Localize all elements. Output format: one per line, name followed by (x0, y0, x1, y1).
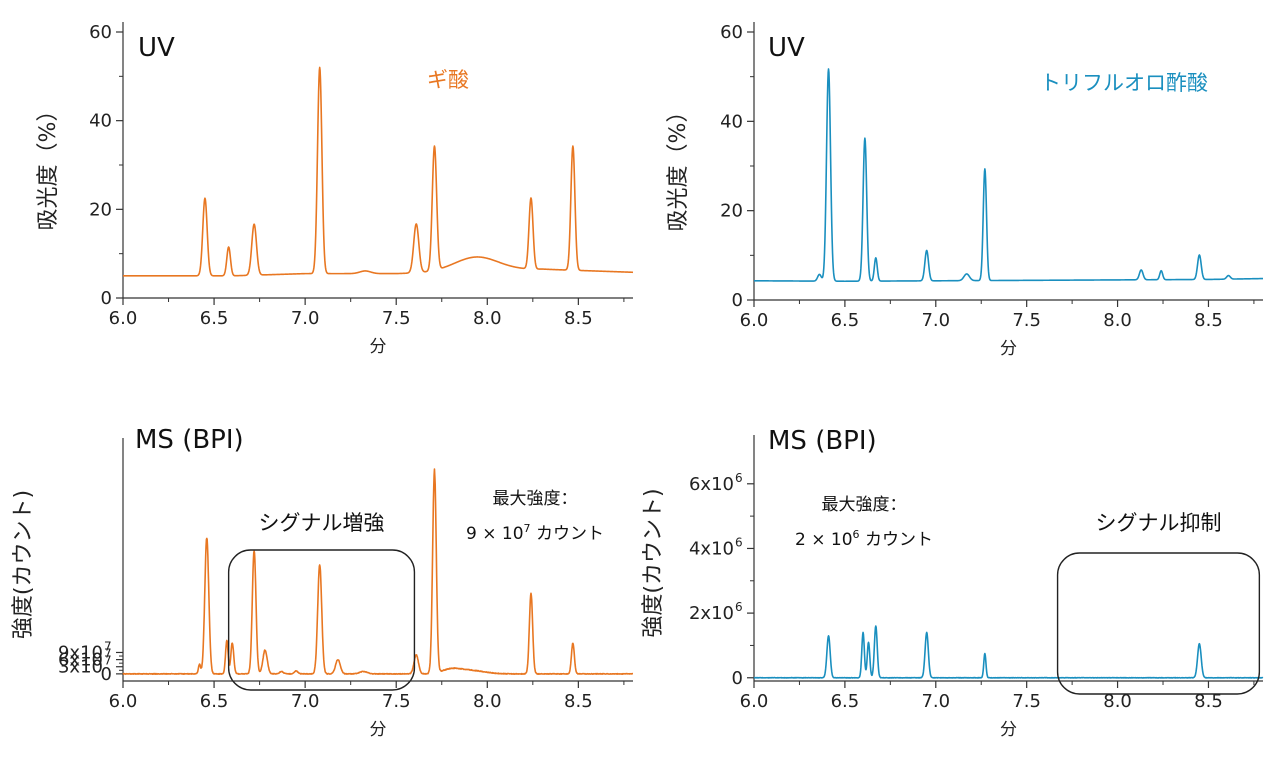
x-tick-label: 6.5 (200, 308, 229, 329)
legend-entry: トリフルオロ酢酸 (1040, 71, 1208, 95)
x-tick-label: 8.0 (1103, 691, 1132, 712)
x-tick-label: 7.0 (921, 691, 950, 712)
series-line (122, 66, 634, 277)
y-axis-label: 強度(カウント) (11, 490, 36, 639)
x-tick-label: 7.5 (1012, 310, 1041, 331)
x-tick-label: 7.0 (291, 691, 320, 712)
panel-label: MS (BPI) (768, 426, 877, 456)
x-axis-label: 分 (1000, 720, 1017, 740)
y-tick-exponent: 7 (104, 654, 112, 668)
series-line (753, 625, 1264, 679)
y-tick-label: 20 (720, 201, 743, 222)
y-tick-label: 0 (732, 668, 743, 689)
chart-panel-2: 6.0 6.5 7.0 7.5 8.0 8.5 分 0 20 40 60 吸光度（%） UV トリフルオロ… (666, 22, 1264, 359)
legend-entry: ギ酸 (427, 68, 469, 92)
series-line (753, 68, 1264, 283)
y-tick-label: 40 (720, 111, 743, 132)
y-tick-label: 0 (101, 288, 112, 309)
x-axis-label: 分 (1000, 339, 1017, 359)
y-tick-label: 40 (89, 111, 112, 132)
x-tick-label: 7.0 (291, 308, 320, 329)
x-axis-label: 分 (370, 337, 387, 357)
x-tick-label: 8.5 (1194, 310, 1223, 331)
y-tick-label: 6x10 (689, 474, 734, 495)
x-tick-label: 6.5 (831, 691, 860, 712)
x-tick-label: 7.5 (382, 308, 411, 329)
y-tick-label: 2x10 (689, 603, 734, 624)
y-axis-label: 吸光度（%） (36, 100, 61, 231)
x-tick-label: 8.0 (473, 308, 502, 329)
x-tick-label: 7.5 (382, 691, 411, 712)
x-tick-label: 6.0 (740, 310, 769, 331)
y-tick-label: 4x10 (689, 538, 734, 559)
y-tick-exponent: 6 (735, 600, 743, 614)
x-tick-label: 6.0 (109, 691, 138, 712)
x-axis-label: 分 (370, 720, 387, 740)
x-tick-label: 6.0 (740, 691, 769, 712)
series-line (122, 468, 634, 675)
annotation-box (227, 549, 416, 691)
y-tick-label: 0 (732, 290, 743, 311)
x-tick-label: 7.5 (1012, 691, 1041, 712)
x-tick-label: 8.5 (1194, 691, 1223, 712)
x-tick-label: 8.0 (1103, 310, 1132, 331)
y-tick-label: 6x10 (58, 650, 103, 671)
annotation-box (1056, 552, 1261, 695)
max-intensity-value: 2 × 106 カウント (795, 528, 933, 550)
max-intensity-label: 最大強度： (493, 489, 578, 509)
chart-panel-1: 6.0 6.5 7.0 7.5 8.0 8.5 分 0 20 40 60 吸光度（%） UV ギ酸 (36, 22, 634, 357)
y-tick-exponent: 6 (735, 471, 743, 485)
x-tick-label: 6.0 (109, 308, 138, 329)
max-intensity-value: 9 × 107 カウント (466, 522, 604, 544)
y-tick-label: 60 (89, 22, 112, 43)
y-tick-label: 20 (89, 199, 112, 220)
y-tick-label: 0 (101, 664, 112, 685)
x-tick-label: 6.5 (831, 310, 860, 331)
x-tick-label: 7.0 (921, 310, 950, 331)
panel-label: UV (768, 33, 805, 63)
y-axis-label: 強度(カウント) (641, 488, 666, 637)
x-tick-label: 6.5 (200, 691, 229, 712)
y-tick-label: 60 (720, 22, 743, 43)
panel-label: UV (138, 33, 175, 63)
y-tick-exponent: 6 (735, 535, 743, 549)
panel-label: MS (BPI) (135, 425, 244, 455)
max-intensity-label: 最大強度： (822, 495, 907, 515)
y-tick-exponent: 7 (104, 647, 112, 661)
annotation-box-label: シグナル増強 (259, 511, 385, 535)
y-tick-exponent: 7 (104, 639, 112, 653)
x-tick-label: 8.0 (473, 691, 502, 712)
annotation-box-label: シグナル抑制 (1095, 511, 1221, 535)
x-tick-label: 8.5 (564, 308, 593, 329)
y-tick-label: 9x10 (58, 642, 103, 663)
x-tick-label: 8.5 (564, 691, 593, 712)
y-tick-label: 3x10 (58, 657, 103, 678)
y-axis-label: 吸光度（%） (666, 101, 691, 232)
